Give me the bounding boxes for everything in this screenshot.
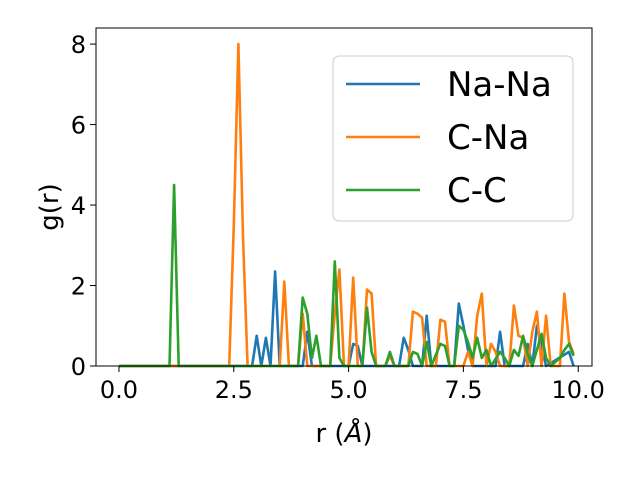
x-tick-label: 5.0 bbox=[330, 376, 368, 404]
y-tick-label: 8 bbox=[71, 31, 86, 59]
x-tick-label: 10.0 bbox=[552, 376, 605, 404]
y-tick-label: 0 bbox=[71, 353, 86, 381]
y-tick-label: 2 bbox=[71, 273, 86, 301]
y-tick-label: 6 bbox=[71, 112, 86, 140]
legend: Na-Na C-Na C-C bbox=[332, 55, 574, 222]
y-tick-label: 4 bbox=[71, 192, 86, 220]
y-axis: 0 2 4 6 8 bbox=[71, 31, 96, 381]
y-axis-label: g(r) bbox=[35, 183, 65, 230]
x-tick-label: 2.5 bbox=[215, 376, 253, 404]
legend-label: C-Na bbox=[447, 118, 529, 158]
axes-frame bbox=[95, 27, 593, 367]
x-tick-label: 0.0 bbox=[100, 376, 138, 404]
x-axis-label: r (Å) bbox=[315, 417, 372, 449]
legend-label: Na-Na bbox=[447, 65, 552, 105]
legend-label: C-C bbox=[447, 171, 507, 211]
legend-box bbox=[332, 55, 574, 222]
x-tick-label: 7.5 bbox=[444, 376, 482, 404]
x-axis: 0.0 2.5 5.0 7.5 10.0 bbox=[100, 366, 605, 404]
